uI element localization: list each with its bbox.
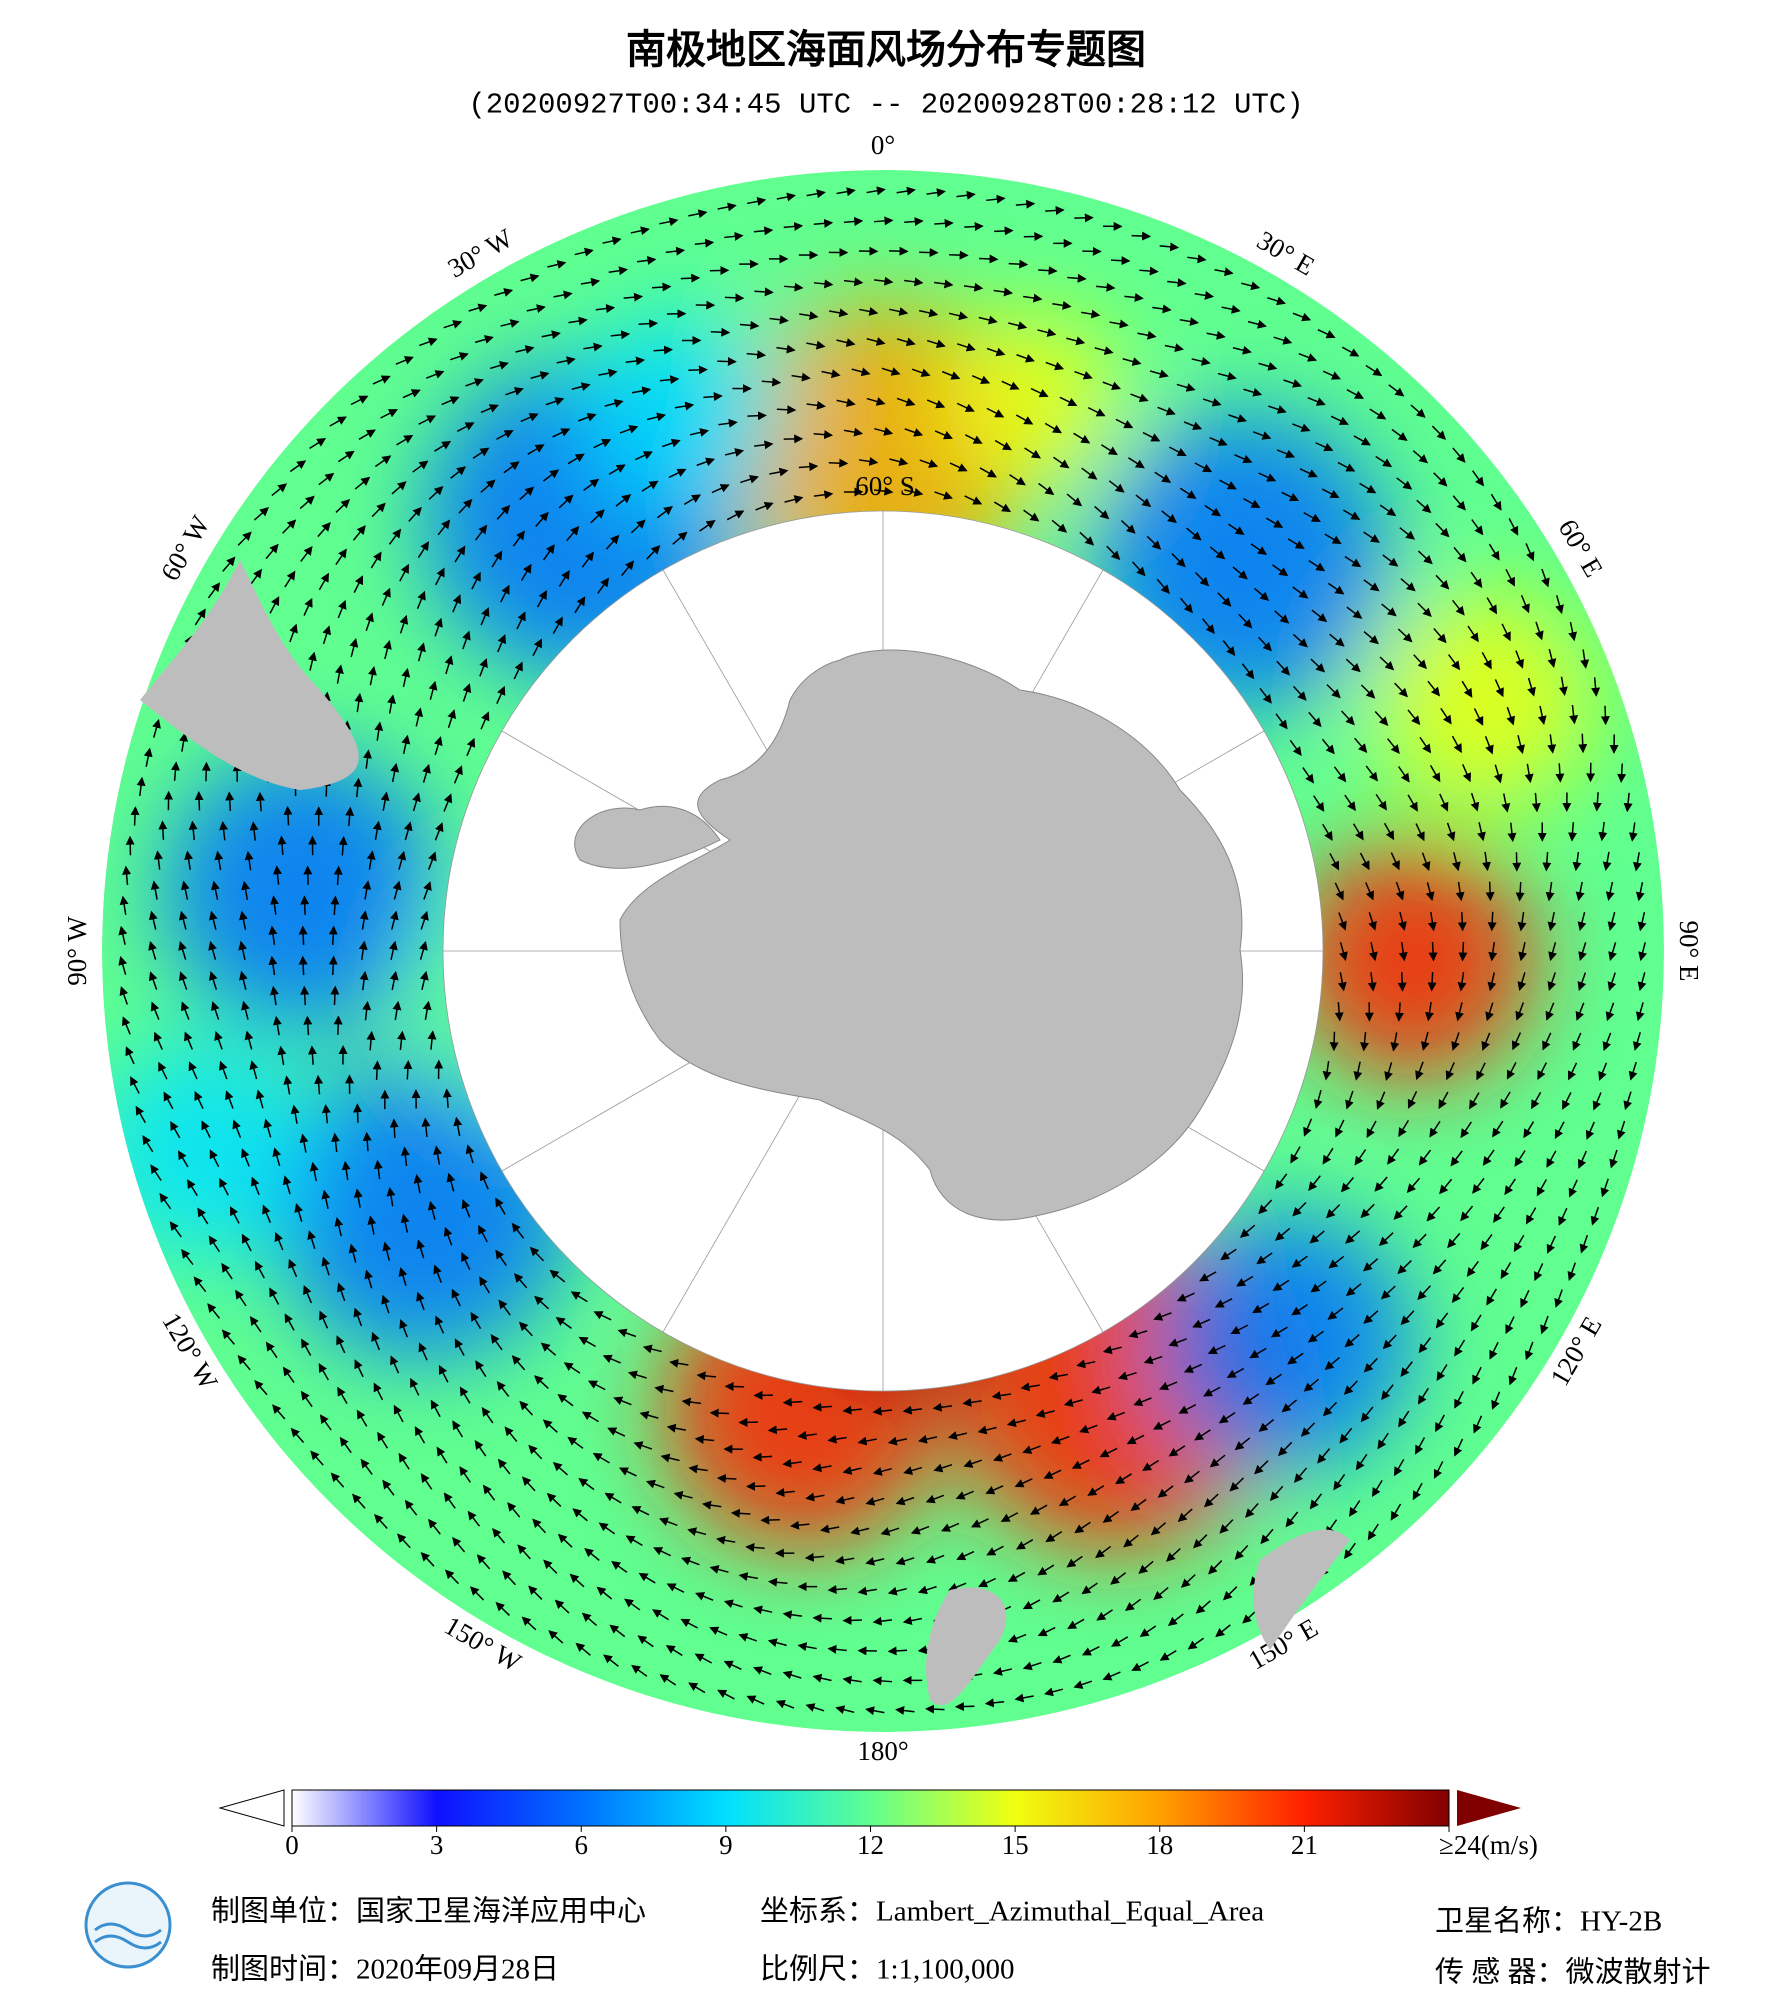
wind-arrow [1009,264,1027,265]
wind-arrow [725,297,743,298]
wind-arrow [844,1620,862,1621]
wind-arrow [304,897,305,915]
wind-arrow [394,1120,395,1138]
colorbar-tick-label: 18 [1146,1830,1173,1860]
wind-arrow [1402,972,1403,990]
colorbar-tick-label: 12 [857,1830,884,1860]
wind-arrow [994,231,1012,232]
wind-arrow [964,226,982,227]
wind-arrow [1432,972,1433,990]
wind-arrow [303,927,304,945]
wind-arrow [288,807,289,825]
logo [86,1883,170,1967]
meridian-label: 180° [857,1736,908,1766]
colorbar-scale [292,1790,1449,1826]
wind-arrow [979,259,997,260]
meridian-label: 90° E [1674,920,1704,981]
wind-arrow [357,1105,358,1123]
wind-arrow [1463,942,1464,960]
footer-unit: 制图单位：国家卫星海洋应用中心 [211,1895,646,1928]
colorbar-tick-label: 15 [1002,1830,1029,1860]
colorbar-tick-label: 6 [575,1830,589,1860]
wind-arrow [1132,236,1150,237]
speed-blob [1293,841,1533,1081]
wind-arrow [718,1478,736,1479]
parallel-label: 60° S [855,471,915,501]
wind-arrow [1492,912,1493,930]
colorbar-under [220,1790,284,1826]
wind-arrow [949,255,967,256]
wind-arrow [711,332,729,333]
wind-arrow [1433,942,1434,960]
wind-arrow [927,1709,945,1710]
colorbar-over [1457,1790,1521,1826]
wind-arrow [654,350,672,351]
footer-scale: 比例尺：1:1,100,000 [760,1953,1015,1986]
wind-arrow [303,957,304,975]
speed-blob [1153,1211,1413,1471]
wind-arrow [688,370,706,371]
speed-blob [823,1221,983,1381]
subtitle: (20200927T00:34:45 UTC -- 20200928T00:28… [468,89,1303,122]
speed-blob [93,1041,313,1261]
wind-arrow [333,957,334,975]
wind-arrow [1462,912,1463,930]
wind-arrow [1334,1032,1335,1050]
wind-arrow [162,822,163,840]
wind-arrow [1074,218,1092,219]
wind-arrow [919,252,937,253]
colorbar-tick-label: ≥24(m/s) [1439,1830,1538,1860]
colorbar: 0 3 6 9 12 15 18 21 ≥24(m/s) [220,1790,1538,1860]
wind-arrow [747,415,765,416]
speed-blob [413,871,653,1111]
wind-arrow [304,987,305,1005]
speed-blob [1093,411,1393,711]
wind-arrow [711,1413,729,1414]
wind-arrow [814,1618,832,1619]
wind-arrow [333,927,334,945]
wind-arrow [1605,706,1606,724]
wind-arrow [784,1402,802,1403]
wind-arrow [681,278,699,279]
speed-blob [943,311,1123,491]
wind-arrow [338,1017,339,1035]
wind-arrow [334,987,335,1005]
antarctica [575,650,1243,1220]
wind-arrow [717,361,735,362]
wind-arrow [829,463,847,464]
wind-arrow [1490,882,1491,900]
title: 南极地区海面风场分布专题图 [626,27,1146,72]
wind-arrow [377,1062,378,1080]
footer-sensor: 传 感 器：微波散射计 [1435,1956,1711,1989]
wind-arrow [135,808,136,826]
wind-arrow [407,1062,408,1080]
meridian-label: 90° W [62,916,92,986]
wind-arrow [1045,210,1063,211]
footer-satellite: 卫星名称：HY-2B [1435,1905,1662,1938]
speed-blob [163,751,443,1031]
wind-arrow [1582,734,1583,752]
colorbar-tick-label: 3 [430,1830,444,1860]
footer-date: 制图时间：2020年09月28日 [211,1953,559,1986]
wind-arrow [1038,270,1056,271]
colorbar-tick-label: 21 [1291,1830,1318,1860]
meridian-label: 0° [871,130,895,160]
colorbar-tick-label: 0 [285,1830,299,1860]
wind-arrow [726,1386,744,1387]
wind-arrow [199,793,200,811]
wind-arrow [956,1706,974,1707]
wind-arrow [206,763,207,781]
speed-blob [663,1271,943,1551]
wind-arrow [777,409,795,410]
wind-arrow [1111,260,1129,261]
colorbar-tick-label: 9 [719,1830,733,1860]
footer-crs: 坐标系：Lambert_Azimuthal_Equal_Area [760,1895,1264,1928]
